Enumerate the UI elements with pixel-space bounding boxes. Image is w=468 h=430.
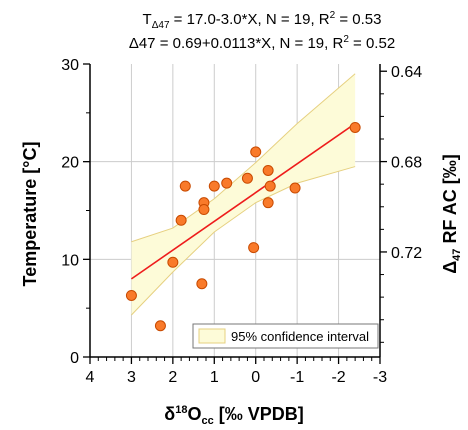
data-point: [349, 121, 361, 133]
x-tick-label: -3: [373, 369, 387, 386]
x-tick-label: 0: [251, 369, 260, 386]
y-tick-label: 20: [61, 155, 79, 172]
x-tick-label: -2: [331, 369, 345, 386]
data-point: [264, 180, 276, 192]
confidence-band-upper-edge: [131, 73, 356, 243]
legend-label: 95% confidence interval: [231, 329, 369, 344]
data-point: [262, 197, 274, 209]
data-point: [262, 164, 274, 176]
data-point: [196, 278, 208, 290]
y-axis-label: Temperature [°C]: [20, 142, 40, 287]
data-point: [198, 204, 210, 216]
x-tick-label: -1: [290, 369, 304, 386]
data-point: [289, 182, 301, 194]
data-point: [250, 146, 262, 158]
y-tick-label: 10: [61, 252, 79, 269]
y2-tick-label: 0.72: [391, 245, 422, 262]
x-tick-label: 3: [127, 369, 136, 386]
regression-line: [130, 122, 356, 280]
data-point: [154, 320, 166, 332]
y2-tick-label: 0.64: [391, 64, 422, 81]
data-point: [221, 177, 233, 189]
legend-swatch: [198, 328, 226, 344]
legend: 95% confidence interval: [192, 323, 379, 349]
x-tick-label: 1: [210, 369, 219, 386]
y2-axis-label: Δ47 RF AC [‰]: [440, 154, 463, 274]
x-tick-label: 4: [86, 369, 95, 386]
data-point: [208, 180, 220, 192]
chart-title-line-1: TΔ47 = 17.0-3.0*X, N = 19, R2 = 0.53: [143, 10, 382, 31]
data-point: [248, 242, 260, 254]
y-tick-label: 0: [70, 350, 79, 367]
data-point: [167, 256, 179, 268]
confidence-band: [131, 73, 356, 316]
data-point: [175, 214, 187, 226]
x-tick-label: 2: [168, 369, 177, 386]
data-point: [241, 172, 253, 184]
y2-tick-label: 0.68: [391, 155, 422, 172]
confidence-band-lower-edge: [131, 166, 356, 316]
x-axis-label: δ18Occ [‰ VPDB]: [164, 404, 303, 427]
data-point: [125, 289, 137, 301]
y-tick-label: 30: [61, 57, 79, 74]
chart-title-line-2: Δ47 = 0.69+0.0113*X, N = 19, R2 = 0.52: [129, 34, 395, 52]
data-point: [179, 180, 191, 192]
